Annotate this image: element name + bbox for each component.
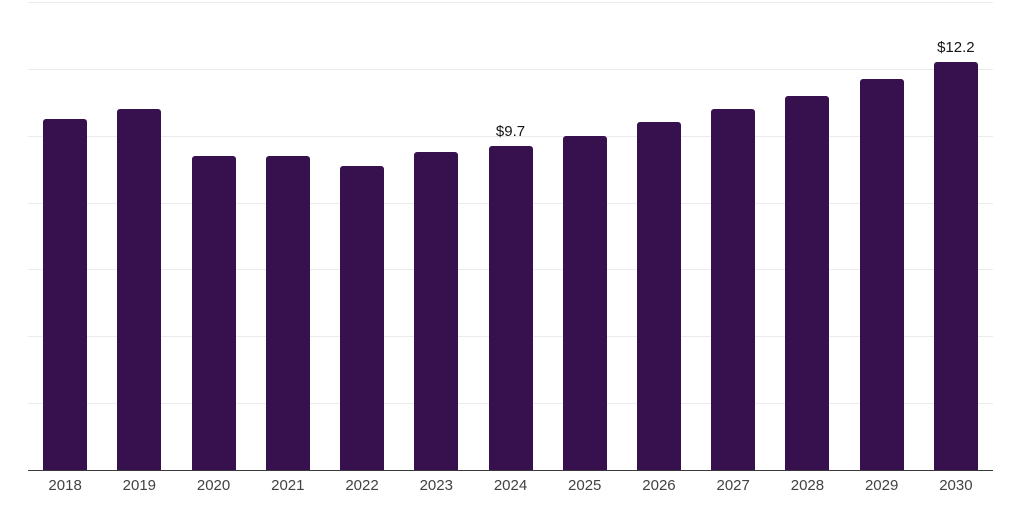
bar-2030 [933,62,978,470]
x-tick-2028: 2028 [790,477,825,494]
x-tick-2018: 2018 [48,477,82,494]
bar-2020 [191,155,236,470]
x-tick-2023: 2023 [419,477,453,494]
x-tick-2029: 2029 [864,477,899,494]
x-tick-2025: 2025 [568,477,602,494]
x-tick-2024: 2024 [493,477,528,494]
gridline-y-14 [28,2,993,3]
gridline-y-10 [28,135,993,137]
value-label-2030: $12.2 [937,39,975,57]
bar-2019 [117,108,162,470]
x-axis-line [28,469,993,471]
x-tick-2027: 2027 [716,477,750,494]
bar-2021 [265,155,310,470]
bar-2018 [43,119,88,470]
x-tick-2026: 2026 [642,477,676,494]
x-tick-2019: 2019 [122,477,157,494]
x-tick-2021: 2021 [271,477,305,494]
bar-2028 [785,95,830,470]
bar-2029 [859,78,904,470]
bar-2026 [636,122,681,470]
bar-2023 [414,152,459,470]
value-label-2024: $9.7 [495,122,526,140]
bar-2024 [488,145,533,470]
bar-2025 [562,135,607,470]
x-tick-2030: 2030 [939,477,973,494]
bar-2022 [340,165,385,470]
x-tick-2020: 2020 [196,477,231,494]
x-tick-2022: 2022 [345,477,379,494]
bar-2027 [711,108,756,470]
gridline-y-12 [28,68,993,70]
